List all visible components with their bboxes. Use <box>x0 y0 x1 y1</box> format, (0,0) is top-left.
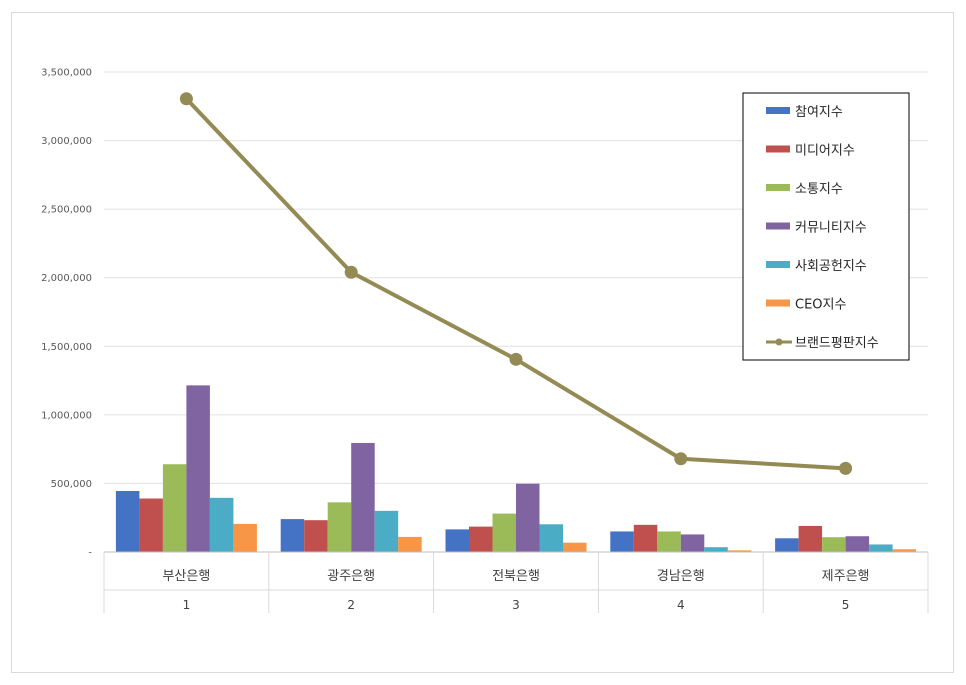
x-category-label: 경남은행 <box>657 568 705 584</box>
legend-label: 소통지수 <box>795 182 843 197</box>
legend-label: 사회공헌지수 <box>795 259 867 274</box>
x-category-label: 광주은행 <box>327 568 375 584</box>
line-point <box>179 92 193 106</box>
legend-swatch <box>766 299 790 307</box>
x-category-index: 4 <box>677 598 685 612</box>
y-axis-ticks: - 500,000 1,000,000 1,500,000 2,000,000 2,500… <box>41 68 92 559</box>
bar <box>657 531 681 552</box>
line-point <box>509 352 523 366</box>
line-point <box>839 461 853 475</box>
bar <box>727 550 752 552</box>
legend-swatch <box>766 107 790 114</box>
bar <box>775 538 799 552</box>
x-category-index: 5 <box>842 598 850 612</box>
legend-swatch <box>766 261 790 268</box>
y-tick-label: 3,000,000 <box>41 136 92 147</box>
x-category-label: 부산은행 <box>162 568 210 584</box>
bar <box>492 513 516 552</box>
bar <box>563 542 587 552</box>
bar <box>539 524 563 552</box>
bar <box>516 483 540 552</box>
bar <box>233 523 257 552</box>
bar <box>633 524 658 552</box>
bar <box>115 490 140 552</box>
line-series <box>179 92 853 475</box>
x-category-index: 2 <box>347 598 355 612</box>
y-tick-label: 2,500,000 <box>41 205 92 216</box>
bar-series <box>115 385 917 552</box>
x-axis: 부산은행 1 광주은행 2 전북은행 3 경남은행 4 제주은행 5 <box>103 551 929 613</box>
bar <box>398 536 422 552</box>
bar <box>162 464 187 552</box>
legend-label: 커뮤니티지수 <box>795 221 867 236</box>
y-tick-label: 500,000 <box>51 479 92 490</box>
legend-marker <box>775 338 783 346</box>
legend-label: 브랜드평판지수 <box>795 336 879 351</box>
bar <box>209 497 234 552</box>
bar <box>445 529 469 552</box>
y-tick-label: 1,500,000 <box>41 342 92 353</box>
bar <box>139 498 163 552</box>
x-category-label: 전북은행 <box>492 568 540 584</box>
bar <box>186 385 210 552</box>
line-point <box>674 452 688 466</box>
bar <box>374 510 399 552</box>
bar <box>798 525 823 552</box>
legend-label: 미디어지수 <box>795 144 855 159</box>
y-tick-label: 3,500,000 <box>41 68 92 79</box>
x-category-index: 1 <box>183 598 191 612</box>
y-tick-label: 1,000,000 <box>41 410 92 421</box>
legend-swatch <box>766 184 790 191</box>
legend-label: 참여지수 <box>795 105 843 120</box>
bar <box>304 520 328 552</box>
legend-label: CEO지수 <box>795 298 846 313</box>
x-category-index: 3 <box>512 598 520 612</box>
x-category-label: 제주은행 <box>822 568 870 584</box>
bar <box>280 519 305 552</box>
legend-swatch <box>766 222 790 230</box>
bar <box>469 526 493 552</box>
bar <box>845 536 870 552</box>
y-tick-label: - <box>88 548 92 559</box>
bar <box>892 549 917 552</box>
line-point <box>344 265 358 279</box>
y-tick-label: 2,000,000 <box>41 273 92 284</box>
bar <box>680 534 705 552</box>
bar <box>327 502 352 552</box>
bar <box>351 442 375 552</box>
bar <box>869 544 893 552</box>
bar <box>704 547 728 552</box>
bar <box>610 531 634 552</box>
legend-swatch <box>766 145 790 153</box>
bar <box>822 537 846 552</box>
